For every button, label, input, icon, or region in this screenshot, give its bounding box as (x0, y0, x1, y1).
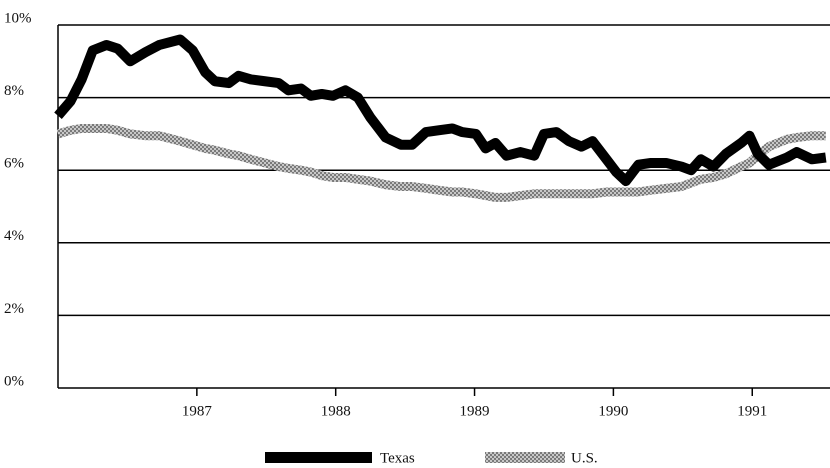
y-tick-label: 10% (4, 10, 32, 26)
x-tick-label: 1988 (321, 403, 351, 419)
x-tick-label: 1990 (598, 403, 628, 419)
series-line (54, 34, 827, 187)
x-tick-label: 1991 (737, 403, 767, 419)
y-tick-label: 4% (4, 228, 24, 244)
y-tick-label: 0% (4, 373, 24, 389)
legend-swatch (485, 452, 565, 463)
legend-swatch (265, 452, 372, 463)
legend-label: U.S. (571, 450, 598, 466)
y-tick-label: 8% (4, 83, 24, 99)
y-tick-label: 6% (4, 156, 24, 172)
legend-label: Texas (380, 450, 415, 466)
series-line (56, 123, 826, 202)
y-tick-label: 2% (4, 301, 24, 317)
x-tick-label: 1989 (460, 403, 490, 419)
x-tick-label: 1987 (182, 403, 213, 419)
